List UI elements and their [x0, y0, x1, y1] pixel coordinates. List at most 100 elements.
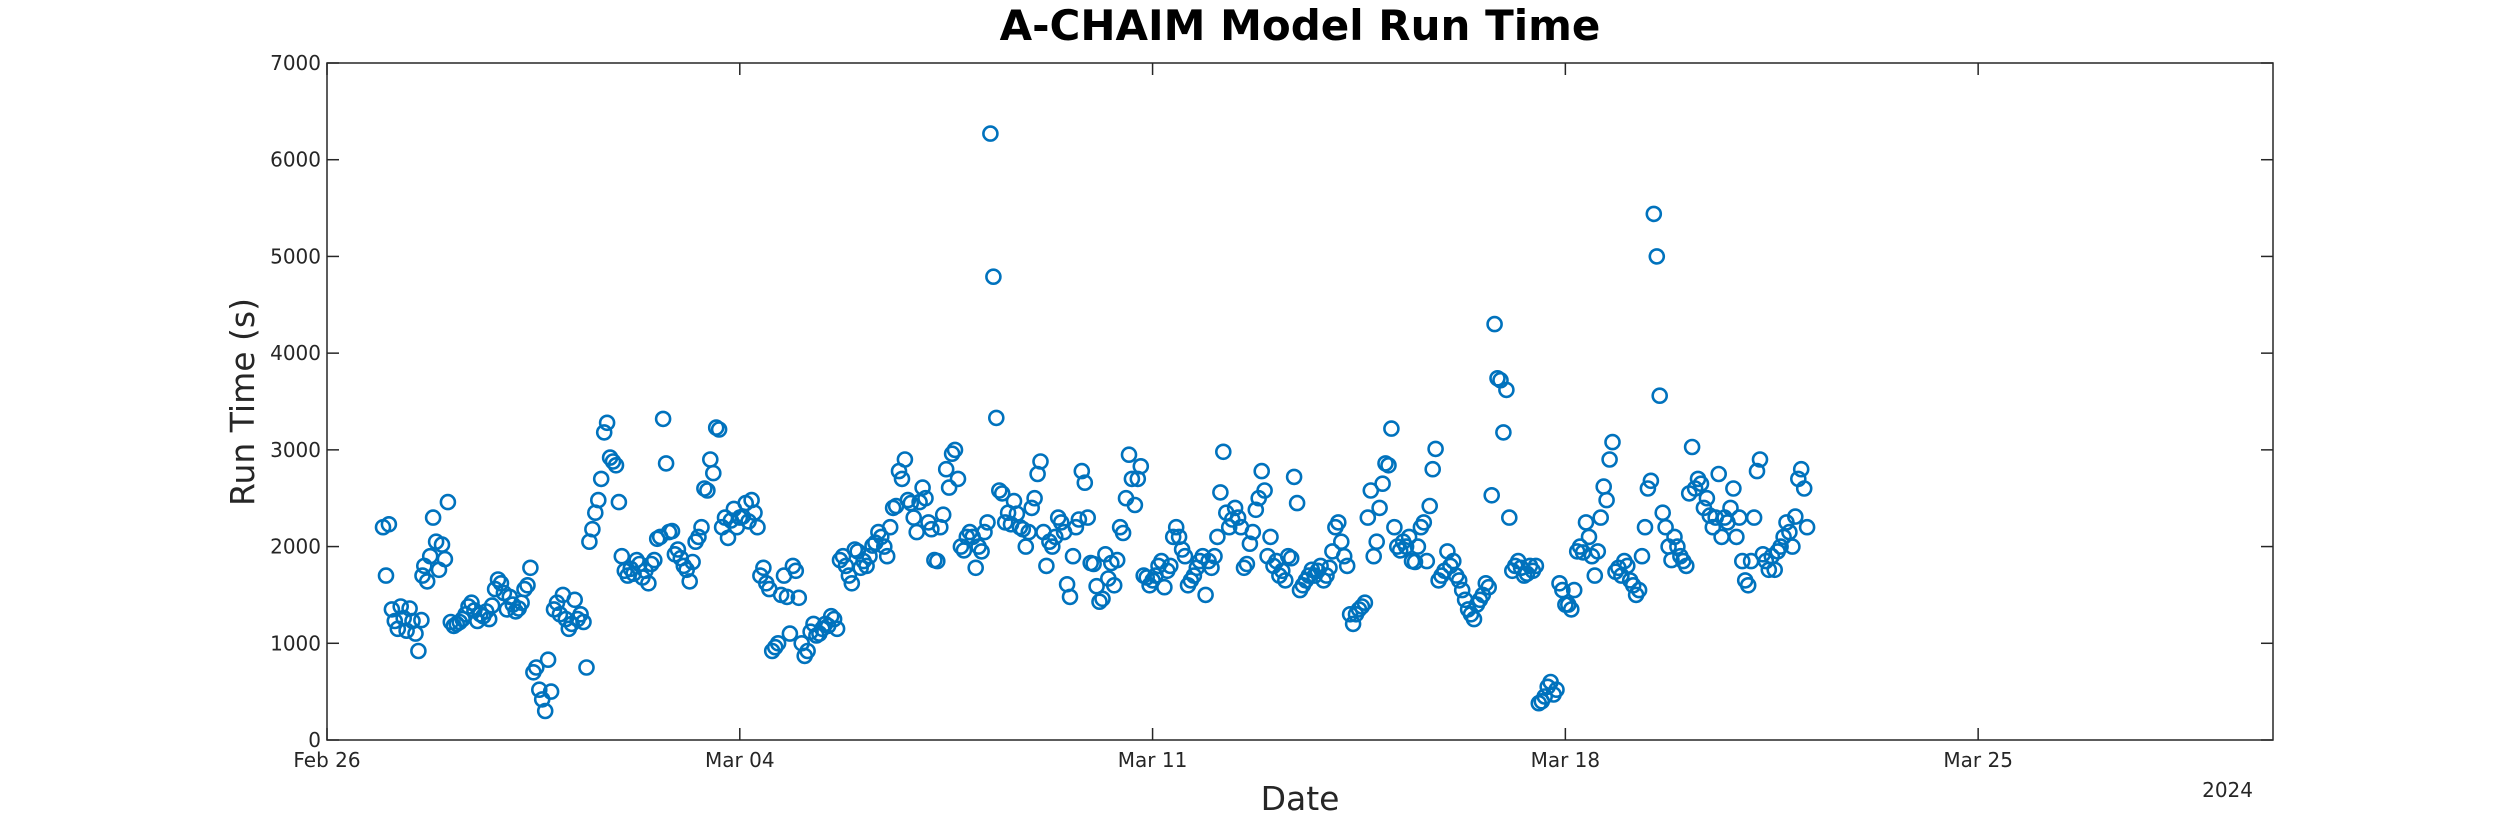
data-point: [463, 594, 480, 612]
data-point: [410, 642, 427, 660]
data-point: [483, 597, 501, 614]
data-point: [1386, 518, 1403, 536]
data-point: [1648, 248, 1666, 265]
data-point: [407, 625, 424, 642]
data-point: [1745, 509, 1763, 526]
x-year-label: 2024: [2202, 778, 2253, 802]
x-tick-label: Mar 11: [1118, 748, 1188, 772]
data-point: [1698, 489, 1716, 507]
axis-tick-labels: 0 1000 2000 3000 4000 5000 6000 7000 Feb 26 Mar 0…: [270, 51, 2013, 772]
data-point: [1047, 528, 1064, 546]
data-point: [875, 538, 893, 555]
data-point: [1247, 501, 1265, 519]
data-point: [489, 571, 507, 588]
data-point: [1639, 480, 1657, 497]
data-point: [604, 453, 622, 470]
y-tick-label: 6000: [270, 148, 321, 172]
data-point: [595, 424, 613, 441]
data-point: [790, 589, 808, 607]
data-point: [1026, 489, 1043, 507]
data-point: [934, 506, 952, 524]
data-point: [766, 638, 784, 656]
y-axis-label: Run Time (s): [223, 298, 262, 506]
data-point: [881, 518, 899, 536]
data-point: [539, 651, 557, 669]
data-point: [516, 580, 533, 598]
data-point: [1589, 543, 1607, 560]
data-point: [1400, 528, 1418, 546]
data-point: [1374, 475, 1391, 493]
data-point: [578, 659, 595, 676]
data-point: [1235, 559, 1253, 577]
data-point: [940, 479, 958, 496]
data-point: [928, 552, 946, 570]
data-point: [1766, 561, 1783, 579]
data-point: [1633, 547, 1651, 565]
data-point: [781, 625, 799, 642]
data-point: [1501, 509, 1518, 526]
data-point: [1359, 509, 1377, 526]
data-point: [710, 421, 728, 438]
data-point: [1123, 470, 1141, 488]
plot-background: [327, 63, 2273, 740]
data-point: [1483, 486, 1500, 504]
data-point: [1353, 598, 1371, 615]
data-point: [1212, 484, 1229, 501]
y-tick-label: 4000: [270, 341, 321, 365]
data-point: [1132, 457, 1150, 475]
data-point: [1085, 555, 1102, 573]
data-point: [1787, 508, 1804, 525]
data-point: [1480, 578, 1497, 596]
data-point: [1630, 581, 1648, 599]
data-point: [1162, 557, 1179, 575]
data-point: [914, 479, 931, 496]
data-point: [681, 573, 699, 590]
data-point: [1598, 491, 1615, 509]
data-point: [878, 547, 896, 565]
data-point: [1728, 528, 1745, 546]
data-point: [1565, 581, 1583, 599]
data-point: [1344, 615, 1362, 633]
data-point: [1091, 593, 1108, 611]
data-point: [1335, 547, 1353, 565]
data-point: [1067, 518, 1085, 536]
data-point: [1795, 480, 1813, 497]
y-tick-label: 0: [308, 728, 321, 752]
data-point: [755, 559, 772, 577]
data-point: [1798, 518, 1816, 536]
data-point: [979, 514, 996, 531]
data-point: [1176, 547, 1194, 565]
data-point: [1486, 315, 1503, 333]
data-point: [1073, 462, 1091, 480]
data-point: [1453, 581, 1471, 599]
data-point: [1285, 468, 1303, 486]
data-point: [1784, 538, 1801, 555]
data-point: [799, 642, 816, 660]
data-point: [1256, 482, 1273, 499]
data-point: [704, 464, 722, 482]
data-point: [1586, 567, 1604, 584]
data-point: [542, 683, 560, 700]
data-point: [1229, 509, 1247, 526]
data-point: [663, 522, 681, 540]
data-point: [492, 574, 510, 592]
data-point: [1704, 518, 1722, 536]
data-point: [1274, 562, 1291, 580]
data-point: [987, 409, 1005, 427]
data-points: [374, 125, 1816, 720]
data-point: [377, 567, 395, 584]
x-axis-label: Date: [1261, 779, 1340, 818]
data-point: [1642, 472, 1660, 490]
data-point: [628, 551, 645, 569]
data-point: [967, 559, 985, 577]
data-point: [1167, 518, 1185, 536]
data-point: [699, 482, 716, 499]
data-point: [418, 573, 436, 590]
data-point: [982, 125, 999, 142]
data-point: [669, 541, 687, 558]
data-point: [1421, 497, 1438, 515]
data-point: [1032, 453, 1049, 470]
data-point: [392, 598, 410, 615]
data-point: [1061, 588, 1079, 606]
